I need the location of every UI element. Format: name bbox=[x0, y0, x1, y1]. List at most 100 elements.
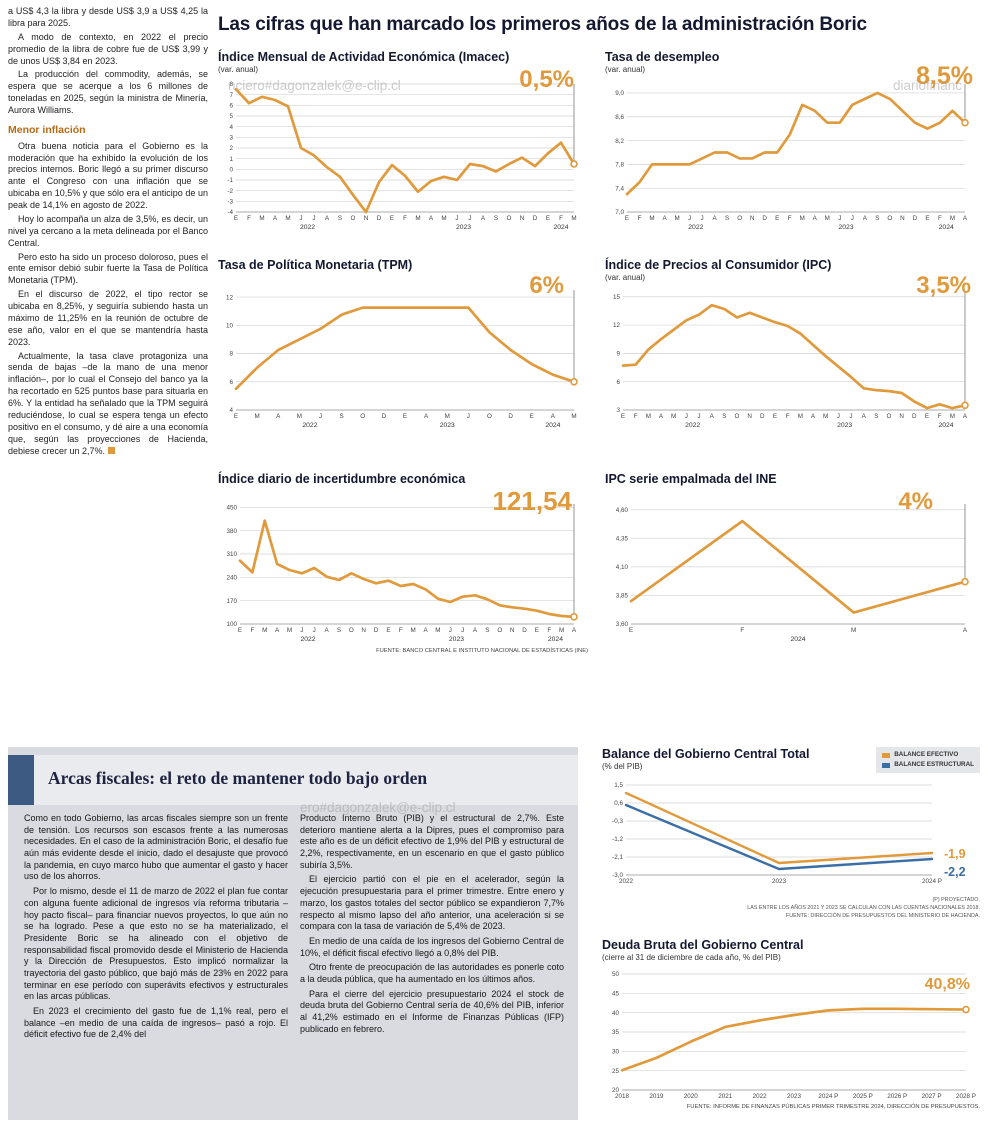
svg-text:0: 0 bbox=[229, 167, 233, 174]
svg-text:A: A bbox=[423, 627, 428, 634]
svg-text:D: D bbox=[508, 413, 513, 420]
svg-text:A: A bbox=[572, 627, 577, 634]
svg-text:M: M bbox=[671, 413, 676, 420]
fiscal-paragraph: Para el cierre del ejercicio presupuesta… bbox=[300, 988, 564, 1034]
svg-text:S: S bbox=[722, 413, 726, 420]
svg-text:E: E bbox=[925, 413, 929, 420]
svg-text:D: D bbox=[374, 627, 379, 634]
svg-text:J: J bbox=[468, 215, 471, 222]
svg-text:2024: 2024 bbox=[939, 224, 954, 231]
svg-text:-3: -3 bbox=[227, 199, 233, 206]
svg-text:A: A bbox=[424, 413, 429, 420]
svg-text:E: E bbox=[773, 413, 777, 420]
svg-text:4: 4 bbox=[229, 124, 233, 131]
svg-text:S: S bbox=[338, 215, 342, 222]
svg-text:A: A bbox=[963, 413, 968, 420]
svg-text:S: S bbox=[337, 627, 341, 634]
svg-text:A: A bbox=[481, 215, 486, 222]
svg-text:M: M bbox=[950, 215, 955, 222]
svg-text:2021: 2021 bbox=[718, 1093, 733, 1100]
svg-text:2018: 2018 bbox=[615, 1093, 630, 1100]
svg-text:2026 P: 2026 P bbox=[887, 1093, 907, 1100]
svg-text:N: N bbox=[510, 627, 515, 634]
svg-text:M: M bbox=[411, 627, 416, 634]
legend-swatch-blue bbox=[882, 762, 891, 768]
svg-text:A: A bbox=[273, 215, 278, 222]
fiscal-column-2: Producto Interno Bruto (PIB) y el estruc… bbox=[300, 813, 564, 1044]
svg-text:J: J bbox=[467, 413, 470, 420]
svg-text:J: J bbox=[449, 627, 452, 634]
svg-text:-1: -1 bbox=[227, 177, 233, 184]
svg-text:A: A bbox=[963, 215, 968, 222]
svg-text:7,0: 7,0 bbox=[615, 209, 624, 216]
svg-text:2024: 2024 bbox=[548, 636, 563, 643]
fiscal-columns: Como en todo Gobierno, las arcas fiscale… bbox=[8, 805, 578, 1044]
svg-text:E: E bbox=[535, 627, 539, 634]
svg-text:J: J bbox=[319, 413, 322, 420]
footnote: FUENTE: DIRECCIÓN DE PRESUPUESTOS DEL MI… bbox=[785, 913, 980, 920]
fiscal-column-1: Como en todo Gobierno, las arcas fiscale… bbox=[24, 813, 288, 1044]
legend-item-efectivo: BALANCE EFECTIVO bbox=[882, 750, 974, 760]
fiscal-paragraph: El ejercicio partió con el pie en el ace… bbox=[300, 874, 564, 932]
chart-source: FUENTE: BANCO CENTRAL E INSTITUTO NACION… bbox=[376, 648, 588, 654]
svg-text:E: E bbox=[234, 215, 238, 222]
svg-text:2022: 2022 bbox=[619, 878, 634, 885]
svg-text:M: M bbox=[649, 215, 654, 222]
svg-text:2022: 2022 bbox=[300, 224, 315, 231]
article-paragraph: a US$ 4,3 la libra y desde US$ 3,9 a US$… bbox=[8, 6, 208, 28]
left-article-column: a US$ 4,3 la libra y desde US$ 3,9 a US$… bbox=[8, 6, 208, 459]
svg-text:M: M bbox=[646, 413, 651, 420]
svg-text:O: O bbox=[887, 215, 892, 222]
svg-text:E: E bbox=[530, 413, 534, 420]
svg-text:D: D bbox=[382, 413, 387, 420]
svg-text:0,6: 0,6 bbox=[614, 800, 623, 807]
svg-text:E: E bbox=[390, 215, 394, 222]
svg-text:M: M bbox=[287, 627, 292, 634]
svg-text:J: J bbox=[312, 215, 315, 222]
article-paragraph: Otra buena noticia para el Gobierno es l… bbox=[8, 140, 208, 211]
svg-text:M: M bbox=[825, 215, 830, 222]
svg-text:N: N bbox=[520, 215, 525, 222]
svg-text:E: E bbox=[386, 627, 390, 634]
svg-text:1,5: 1,5 bbox=[614, 782, 623, 789]
svg-text:F: F bbox=[938, 413, 942, 420]
chart-footnotes: (P) PROYECTADO. LAS ENTRE LOS AÑOS 2021 … bbox=[602, 896, 980, 920]
legend-item-estructural: BALANCE ESTRUCTURAL bbox=[882, 760, 974, 770]
balance-estructural-end-label: -2,2 bbox=[944, 865, 966, 879]
chart-subtitle: (var. anual) bbox=[605, 65, 646, 74]
svg-text:2022: 2022 bbox=[685, 422, 700, 429]
chart-title: IPC serie empalmada del INE bbox=[605, 472, 777, 486]
chart-balance: Balance del Gobierno Central Total (% de… bbox=[602, 747, 980, 920]
chart-desempleo: Tasa de desempleo (var. anual) 8,5% 9,0 8… bbox=[605, 50, 977, 236]
article-paragraph: A modo de contexto, en 2022 el precio pr… bbox=[8, 31, 208, 66]
svg-text:A: A bbox=[862, 413, 867, 420]
svg-text:J: J bbox=[313, 627, 316, 634]
chart-value-label: 40,8% bbox=[924, 976, 970, 993]
svg-text:D: D bbox=[533, 215, 538, 222]
svg-text:O: O bbox=[507, 215, 512, 222]
fiscal-paragraph: Como en todo Gobierno, las arcas fiscale… bbox=[24, 813, 288, 882]
chart-value-label: 121,54 bbox=[492, 486, 572, 516]
svg-text:F: F bbox=[786, 413, 790, 420]
svg-text:170: 170 bbox=[226, 598, 237, 605]
svg-text:8: 8 bbox=[229, 351, 233, 358]
svg-text:J: J bbox=[300, 627, 303, 634]
ipc-empalmada-line-chart: 4,60 4,35 4,10 3,85 3,60E F M A 2024 bbox=[616, 504, 969, 643]
svg-text:8,2: 8,2 bbox=[615, 138, 624, 145]
svg-text:A: A bbox=[813, 215, 818, 222]
chart-ipc: Índice de Precios al Consumidor (IPC) (v… bbox=[605, 258, 977, 434]
svg-text:O: O bbox=[349, 627, 354, 634]
svg-text:2023: 2023 bbox=[787, 1093, 802, 1100]
svg-text:9,0: 9,0 bbox=[615, 90, 624, 97]
legend-label: BALANCE ESTRUCTURAL bbox=[894, 761, 974, 769]
fiscal-header: Arcas fiscales: el reto de mantener todo… bbox=[8, 755, 578, 805]
svg-text:3: 3 bbox=[616, 407, 620, 414]
svg-text:1: 1 bbox=[229, 156, 233, 163]
svg-text:A: A bbox=[276, 413, 281, 420]
svg-text:N: N bbox=[361, 627, 366, 634]
article-paragraph: Hoy lo acompaña un alza de 3,5%, es deci… bbox=[8, 213, 208, 248]
